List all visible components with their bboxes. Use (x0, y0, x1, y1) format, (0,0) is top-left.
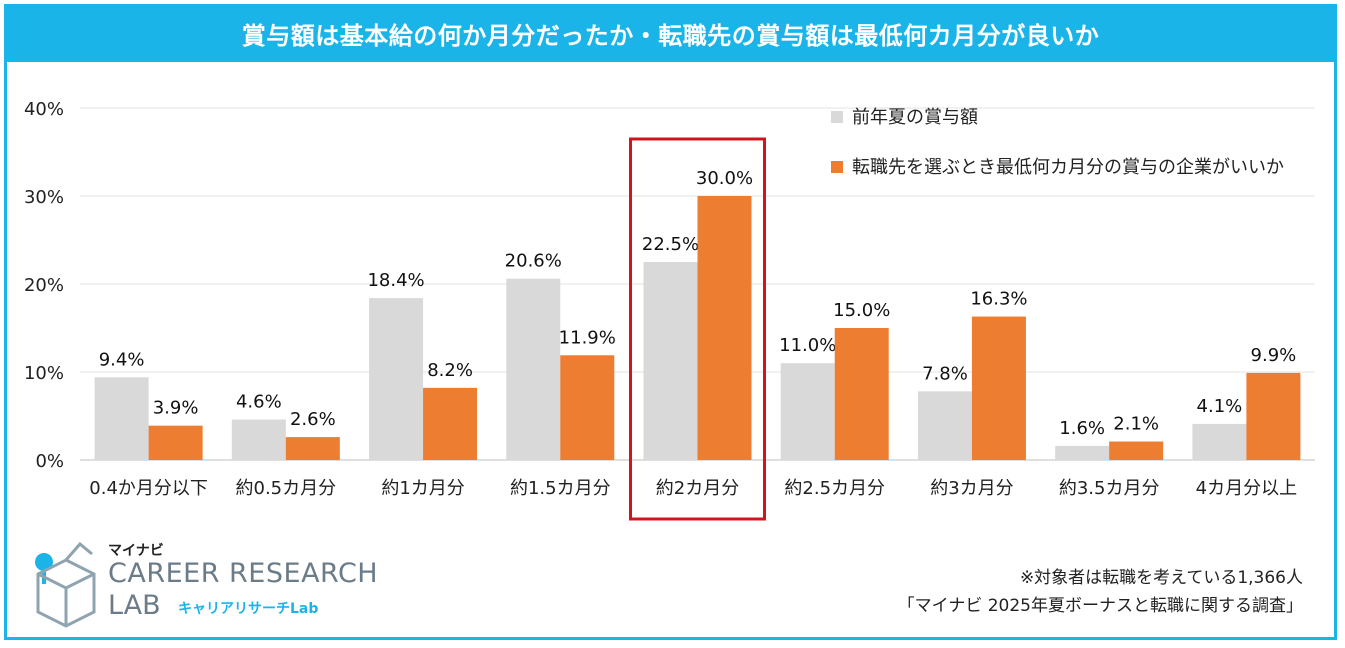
career-research-lab-logo: マイナビ CAREER RESEARCH LAB キャリアリサーチLab (30, 540, 378, 630)
bar-desired-bonus (834, 328, 889, 460)
data-label: 2.1% (1113, 414, 1159, 435)
bar-previous-bonus (369, 298, 424, 460)
logo-subtitle: キャリアリサーチLab (178, 601, 319, 617)
bar-desired-bonus (971, 316, 1026, 460)
data-label: 7.8% (922, 363, 968, 384)
data-label: 1.6% (1059, 418, 1105, 439)
logo-lab: LAB (108, 590, 161, 621)
data-label: 2.6% (290, 409, 336, 430)
note-survey-name: 「マイナビ 2025年夏ボーナスと転職に関する調査」 (897, 596, 1303, 616)
bar-previous-bonus (643, 262, 698, 460)
logo-career-research: CAREER RESEARCH (108, 558, 379, 589)
x-tick-label: 0.4か月分以下 (89, 478, 208, 499)
data-label: 9.4% (99, 349, 145, 370)
y-tick-label: 20% (24, 275, 64, 296)
y-tick-label: 0% (35, 451, 64, 472)
data-label: 4.6% (236, 392, 282, 413)
data-label: 8.2% (427, 360, 473, 381)
data-label: 4.1% (1197, 396, 1243, 417)
bar-desired-bonus (148, 425, 203, 460)
logo-brand: マイナビ (108, 543, 164, 559)
bar-previous-bonus (917, 391, 972, 460)
data-label: 20.6% (505, 251, 562, 272)
data-label: 16.3% (970, 289, 1027, 310)
x-tick-label: 約2.5カ月分 (784, 478, 885, 499)
bar-previous-bonus (506, 278, 561, 460)
x-tick-label: 約1カ月分 (381, 478, 464, 499)
highlight-box (629, 137, 766, 521)
y-tick-label: 10% (24, 363, 64, 384)
bar-desired-bonus (1246, 372, 1301, 460)
data-label: 30.0% (696, 168, 753, 189)
data-label: 11.0% (779, 335, 836, 356)
data-label: 22.5% (642, 234, 699, 255)
bar-desired-bonus (560, 355, 615, 460)
legend-label: 転職先を選ぶとき最低何カ月分の賞与の企業がいいか (852, 157, 1284, 178)
bar-previous-bonus (1192, 423, 1247, 460)
data-label: 11.9% (559, 327, 616, 348)
legend-swatch (831, 111, 843, 123)
x-tick-label: 約3.5カ月分 (1059, 478, 1160, 499)
bar-previous-bonus (94, 377, 149, 460)
source-notes: ※対象者は転職を考えている1,366人 「マイナビ 2025年夏ボーナスと転職に… (898, 564, 1303, 620)
x-tick-label: 4カ月分以上 (1196, 478, 1297, 499)
bar-desired-bonus (1109, 441, 1164, 460)
x-tick-label: 約3カ月分 (930, 478, 1013, 499)
bar-desired-bonus (285, 437, 340, 460)
lab-cube-icon (35, 541, 96, 628)
bar-previous-bonus (231, 419, 286, 460)
x-tick-label: 約1.5カ月分 (510, 478, 611, 499)
legend-label: 前年夏の賞与額 (852, 107, 978, 128)
bar-previous-bonus (780, 363, 835, 460)
chart-title: 賞与額は基本給の何か月分だったか・転職先の賞与額は最低何カ月分が良いか (4, 4, 1337, 62)
data-label: 3.9% (153, 398, 199, 419)
note-respondents: ※対象者は転職を考えている1,366人 (1019, 568, 1303, 588)
y-tick-label: 40% (24, 99, 64, 120)
x-tick-label: 約0.5カ月分 (236, 478, 337, 499)
data-label: 9.9% (1251, 345, 1297, 366)
bar-desired-bonus (697, 196, 752, 460)
x-tick-label: 約2カ月分 (656, 478, 739, 499)
data-label: 18.4% (367, 270, 424, 291)
data-label: 15.0% (833, 300, 890, 321)
bar-previous-bonus (1055, 445, 1110, 460)
y-tick-label: 30% (24, 187, 64, 208)
legend-swatch (831, 161, 843, 173)
bar-desired-bonus (423, 387, 478, 460)
